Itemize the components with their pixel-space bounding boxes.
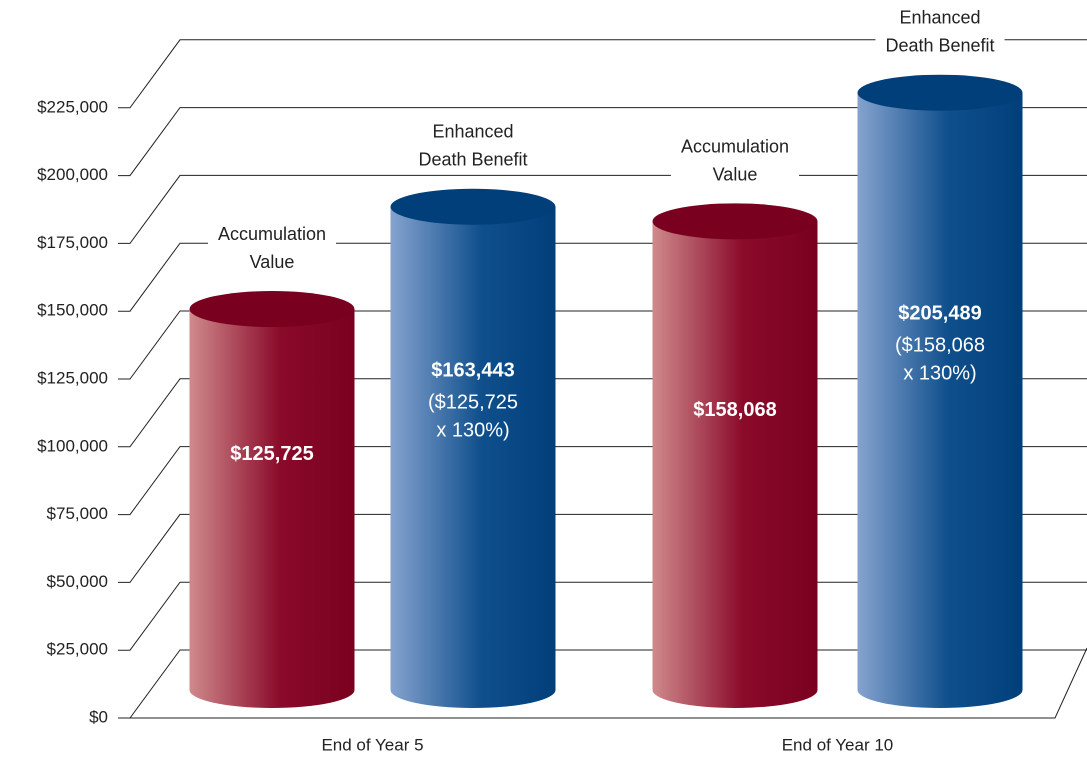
series-label: Accumulation Value [681, 136, 789, 184]
cylinder-body [857, 92, 1023, 709]
value-label: $163,443 [431, 360, 514, 382]
value-label: $205,489 [898, 303, 981, 325]
cylinder [189, 291, 355, 708]
value-note: ($125,725 [428, 392, 518, 414]
cylinder [390, 188, 556, 708]
grid-line [118, 378, 1087, 448]
y-tick-label: $25,000 [47, 640, 108, 659]
label-background [670, 134, 800, 187]
grid-line [118, 39, 1087, 109]
y-tick-label: $150,000 [37, 301, 108, 320]
series-label: Enhanced Death Benefit [885, 7, 994, 55]
y-tick-label: $125,000 [37, 368, 108, 387]
series-label: Accumulation Value [218, 224, 326, 272]
cylinder-top [857, 74, 1023, 111]
grid-line [118, 310, 1087, 380]
label-background [207, 221, 337, 274]
grid-line [118, 107, 1087, 177]
series-label: Enhanced Death Benefit [418, 121, 527, 169]
cylinder [857, 74, 1023, 709]
cylinder-top [390, 188, 556, 225]
y-tick-label: $225,000 [37, 97, 108, 116]
value-note: x 130%) [436, 420, 509, 442]
y-tick-label: $50,000 [47, 572, 108, 591]
cylinder-top [652, 203, 818, 240]
y-tick-label: $75,000 [47, 504, 108, 523]
grid-line [118, 174, 1087, 244]
cylinder-body [652, 221, 818, 708]
x-tick-label: End of Year 10 [782, 735, 894, 754]
grid-line [118, 242, 1087, 312]
y-tick-label: $200,000 [37, 165, 108, 184]
grid-line [118, 581, 1087, 651]
grid-line [118, 649, 1087, 719]
grid-line [118, 513, 1087, 583]
grid-line [118, 446, 1087, 516]
cylinder-top [189, 291, 355, 328]
y-tick-label: $100,000 [37, 436, 108, 455]
cylinder [652, 203, 818, 708]
y-tick-label: $175,000 [37, 233, 108, 252]
floor [130, 647, 1087, 719]
value-note: x 130%) [903, 363, 976, 385]
label-background [408, 119, 538, 172]
value-label: $125,725 [230, 443, 313, 465]
value-label: $158,068 [693, 399, 776, 421]
value-note: ($158,068 [895, 335, 985, 357]
cylinder-body [189, 309, 355, 708]
x-tick-label: End of Year 5 [321, 735, 423, 754]
label-background [875, 5, 1005, 58]
y-tick-label: $0 [89, 707, 108, 726]
cylinder-body [390, 206, 556, 708]
